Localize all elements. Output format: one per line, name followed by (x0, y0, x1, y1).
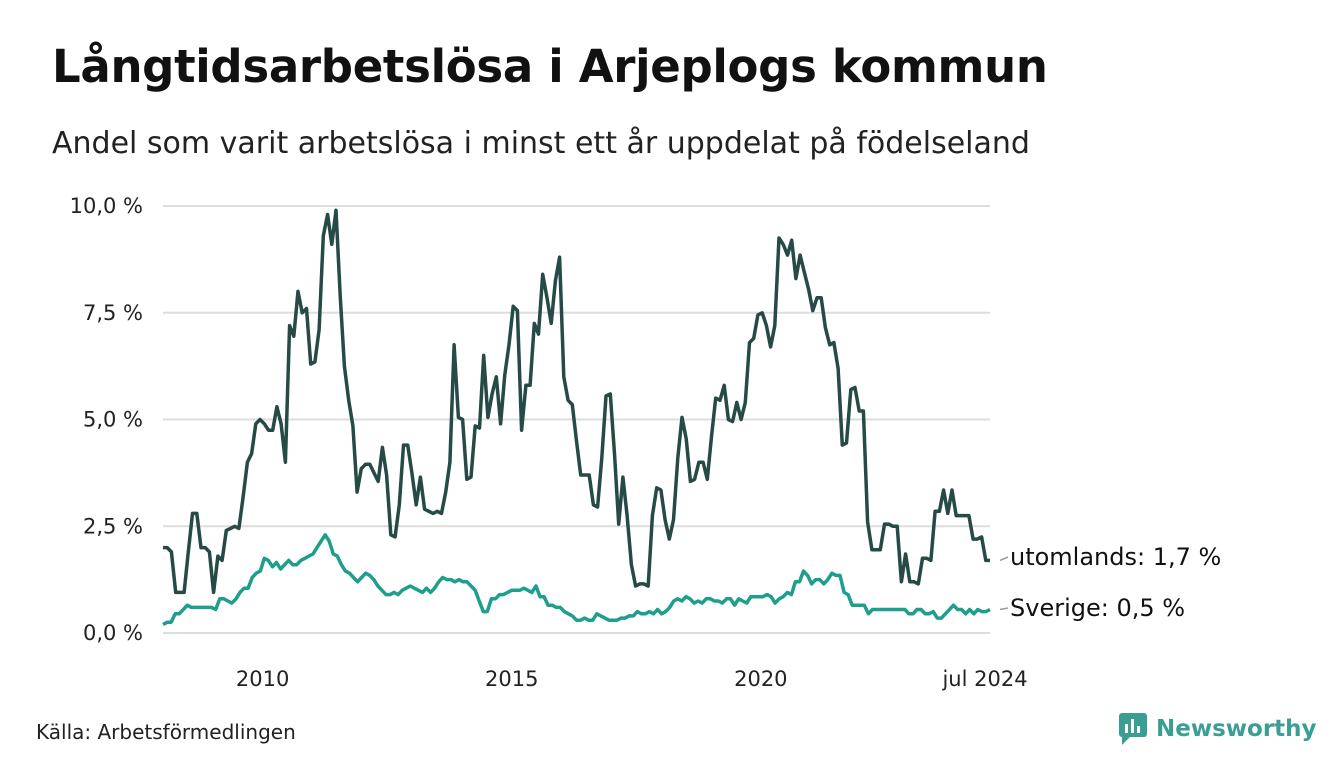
end-labels: utomlands: 1,7 % Sverige: 0,5 % (999, 543, 1221, 622)
end-label-utomlands: utomlands: 1,7 % (1010, 543, 1221, 571)
brand-logo: Newsworthy (1118, 712, 1317, 746)
x-tick-label: 2015 (485, 667, 538, 691)
y-tick-label: 2,5 % (83, 514, 143, 538)
y-tick-label: 7,5 % (83, 301, 143, 325)
x-tick-label: 2020 (734, 667, 787, 691)
x-axis-ticks: 2010 2015 2020 jul 2024 (236, 667, 1028, 691)
series-lines (162, 208, 991, 627)
y-tick-label: 10,0 % (70, 194, 143, 218)
y-tick-label: 5,0 % (83, 408, 143, 432)
leader-line (999, 556, 1009, 562)
newsworthy-logo-icon (1119, 713, 1147, 745)
x-tick-label: jul 2024 (941, 667, 1027, 691)
source-note: Källa: Arbetsförmedlingen (36, 720, 296, 744)
brand-name: Newsworthy (1156, 716, 1317, 742)
y-axis-ticks: 0,0 % 2,5 % 5,0 % 7,5 % 10,0 % (70, 194, 143, 645)
line-chart: 0,0 % 2,5 % 5,0 % 7,5 % 10,0 % 2010 2015 2020 j… (70, 194, 1222, 691)
series-line-utomlands (163, 208, 990, 595)
chart-title: Långtidsarbetslösa i Arjeplogs kommun (52, 40, 1048, 93)
end-label-sverige: Sverige: 0,5 % (1010, 594, 1185, 622)
y-tick-label: 0,0 % (83, 621, 143, 645)
x-tick-label: 2010 (236, 667, 289, 691)
leader-line (999, 607, 1009, 611)
series-line-sverige (162, 533, 991, 627)
chart-subtitle: Andel som varit arbetslösa i minst ett å… (52, 126, 1030, 161)
